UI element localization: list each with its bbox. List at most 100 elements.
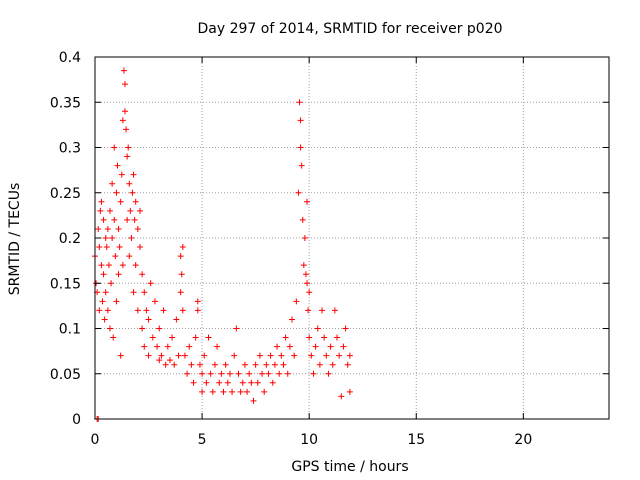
data-point	[101, 316, 108, 323]
x-tick-label: 20	[514, 432, 532, 448]
y-tick-label: 0.35	[50, 95, 81, 111]
data-point	[171, 361, 178, 368]
data-point	[295, 189, 302, 196]
data-point	[106, 207, 113, 214]
data-point	[297, 117, 304, 124]
y-tick-label: 0.2	[59, 231, 81, 247]
data-point	[241, 361, 248, 368]
data-point	[128, 235, 135, 241]
data-point	[115, 225, 122, 232]
data-point	[246, 370, 253, 377]
data-point	[125, 144, 132, 151]
data-point	[100, 271, 107, 278]
data-point	[156, 325, 163, 332]
y-tick-label: 0.3	[59, 141, 81, 157]
data-point	[293, 298, 300, 305]
data-point	[154, 343, 161, 350]
data-point	[151, 298, 158, 305]
data-point	[310, 370, 317, 377]
data-point	[158, 352, 165, 359]
data-point	[192, 334, 199, 341]
data-point	[291, 352, 298, 359]
data-point	[136, 244, 143, 251]
x-tick-label: 15	[407, 432, 425, 448]
data-point	[336, 352, 343, 359]
data-point	[190, 379, 197, 386]
data-point	[203, 379, 210, 386]
data-point	[111, 144, 118, 151]
data-point	[308, 352, 315, 359]
data-point	[194, 307, 201, 314]
data-point	[121, 108, 128, 115]
data-point	[175, 352, 182, 359]
data-point	[149, 334, 156, 341]
x-tick-label: 0	[91, 432, 100, 448]
data-point	[130, 289, 137, 296]
data-point	[329, 361, 336, 368]
data-point	[344, 361, 351, 368]
data-point	[141, 343, 148, 350]
data-point	[134, 307, 141, 314]
data-point	[98, 198, 105, 205]
data-point	[104, 307, 111, 314]
data-point	[256, 352, 263, 359]
data-point	[304, 280, 311, 287]
data-point	[278, 352, 285, 359]
data-point	[314, 325, 321, 332]
y-tick-label: 0.4	[59, 50, 81, 66]
data-point	[110, 334, 117, 341]
data-point	[254, 379, 261, 386]
data-point	[229, 388, 236, 395]
data-point	[102, 289, 109, 296]
data-point	[131, 216, 138, 223]
data-point	[109, 235, 116, 241]
data-point	[216, 379, 223, 386]
data-point	[252, 361, 259, 368]
data-point	[117, 198, 124, 205]
data-point	[184, 370, 191, 377]
data-point	[250, 397, 257, 404]
y-tick-label: 0.1	[59, 322, 81, 338]
data-point	[302, 271, 309, 278]
data-point	[156, 357, 163, 364]
data-point	[111, 216, 118, 223]
data-point	[342, 325, 349, 332]
data-point	[99, 298, 106, 305]
data-point	[300, 262, 307, 269]
data-point	[145, 316, 152, 323]
data-point	[173, 316, 180, 323]
data-point	[102, 235, 109, 241]
data-point	[196, 361, 203, 368]
data-point	[117, 352, 124, 359]
data-point	[166, 357, 173, 364]
y-tick-label: 0	[72, 412, 81, 428]
data-point	[120, 67, 127, 74]
data-point	[113, 298, 120, 305]
data-point	[127, 207, 134, 214]
data-point	[98, 262, 105, 269]
y-tick-label: 0.25	[50, 186, 81, 202]
data-point	[132, 198, 139, 205]
data-point	[271, 361, 278, 368]
axis-ticks	[94, 56, 609, 420]
data-point	[248, 379, 255, 386]
y-tick-label: 0.05	[50, 367, 81, 383]
data-point	[147, 280, 154, 287]
data-point	[235, 370, 242, 377]
data-point	[340, 343, 347, 350]
data-point	[299, 216, 306, 223]
data-point	[319, 307, 326, 314]
data-point	[334, 334, 341, 341]
data-point	[139, 271, 146, 278]
data-point	[224, 379, 231, 386]
data-point	[316, 361, 323, 368]
data-point	[104, 225, 111, 232]
x-tick-labels: 0 5 10 15 20	[91, 432, 533, 448]
data-point	[209, 388, 216, 395]
y-tick-label: 0.15	[50, 276, 81, 292]
data-point	[338, 393, 345, 400]
data-point	[160, 307, 167, 314]
data-point	[97, 207, 104, 214]
data-point	[346, 352, 353, 359]
